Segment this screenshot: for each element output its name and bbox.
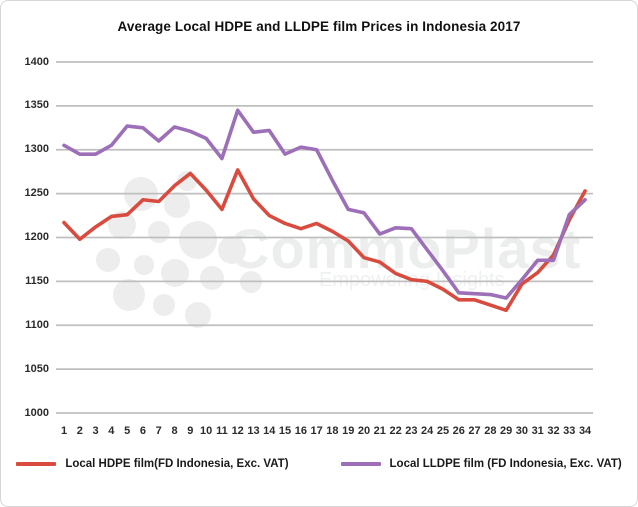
x-tick-label: 15 <box>278 425 292 437</box>
chart-title: Average Local HDPE and LLDPE film Prices… <box>117 19 521 34</box>
watermark-dot <box>161 259 189 287</box>
series-lines <box>62 108 587 313</box>
watermark-dot <box>200 266 224 290</box>
x-tick-label: 8 <box>171 425 178 437</box>
x-tick-label: 4 <box>108 425 115 437</box>
x-tick-label: 20 <box>357 425 371 437</box>
gridlines <box>56 61 593 414</box>
watermark-dot <box>179 221 217 259</box>
x-tick-label: 26 <box>452 425 465 437</box>
chart-legend: Local HDPE film(FD Indonesia, Exc. VAT) … <box>1 458 637 470</box>
y-tick-label: 1250 <box>24 187 49 200</box>
x-tick-label: 16 <box>294 425 307 437</box>
x-tick-label: 7 <box>155 425 162 437</box>
x-tick-label: 11 <box>216 425 228 437</box>
x-tick-label: 33 <box>563 425 576 437</box>
legend-label-hdpe: Local HDPE film(FD Indonesia, Exc. VAT) <box>65 458 289 470</box>
y-tick-label: 1100 <box>25 318 49 331</box>
x-tick-label: 18 <box>326 425 339 437</box>
x-tick-label: 6 <box>139 425 146 437</box>
series-line <box>62 108 587 300</box>
y-tick-label: 1200 <box>24 231 49 243</box>
x-tick-label: 14 <box>263 425 276 437</box>
watermark-dot <box>164 192 190 218</box>
x-tick-label: 30 <box>515 425 529 437</box>
x-tick-label: 5 <box>124 425 131 437</box>
y-tick-label: 1150 <box>25 274 49 287</box>
x-tick-label: 17 <box>310 425 323 437</box>
x-tick-label: 25 <box>436 425 450 437</box>
y-tick-label: 1300 <box>24 143 49 156</box>
y-tick-label: 1400 <box>24 55 49 68</box>
legend-item-lldpe: Local LLDPE film (FD Indonesia, Exc. VAT… <box>340 458 622 470</box>
watermark-dot <box>153 294 175 316</box>
legend-item-hdpe: Local HDPE film(FD Indonesia, Exc. VAT) <box>16 458 289 470</box>
lldpe-line-swatch <box>340 462 381 466</box>
x-tick-label: 27 <box>468 425 481 437</box>
watermark-dot <box>96 248 120 272</box>
x-tick-label: 12 <box>231 425 244 437</box>
watermark-dot <box>218 236 246 264</box>
x-tick-label: 13 <box>247 425 260 437</box>
x-tick-label: 28 <box>484 425 497 437</box>
x-tick-label: 24 <box>421 425 434 437</box>
x-tick-label: 23 <box>405 425 418 437</box>
y-tick-label: 1000 <box>24 406 49 419</box>
y-tick-label: 1350 <box>24 99 49 112</box>
x-tick-label: 10 <box>199 425 213 437</box>
watermark-dot <box>134 255 154 275</box>
watermark-dot <box>113 279 145 311</box>
x-tick-label: 1 <box>60 425 68 437</box>
x-tick-label: 9 <box>187 425 194 437</box>
x-tick-label: 29 <box>499 425 513 437</box>
hdpe-line-swatch <box>16 462 57 466</box>
y-tick-label: 1050 <box>24 362 49 375</box>
x-tick-label: 22 <box>389 425 402 437</box>
series-line <box>62 168 587 313</box>
legend-label-lldpe: Local LLDPE film (FD Indonesia, Exc. VAT… <box>389 458 622 470</box>
x-tick-label: 31 <box>531 425 544 437</box>
x-tick-label: 21 <box>373 425 386 437</box>
x-tick-label: 2 <box>76 425 83 437</box>
x-tick-label: 3 <box>92 425 99 437</box>
watermark-dot <box>185 302 211 328</box>
x-tick-label: 34 <box>578 425 592 437</box>
x-tick-label: 19 <box>342 425 355 437</box>
x-tick-label: 32 <box>547 425 560 437</box>
